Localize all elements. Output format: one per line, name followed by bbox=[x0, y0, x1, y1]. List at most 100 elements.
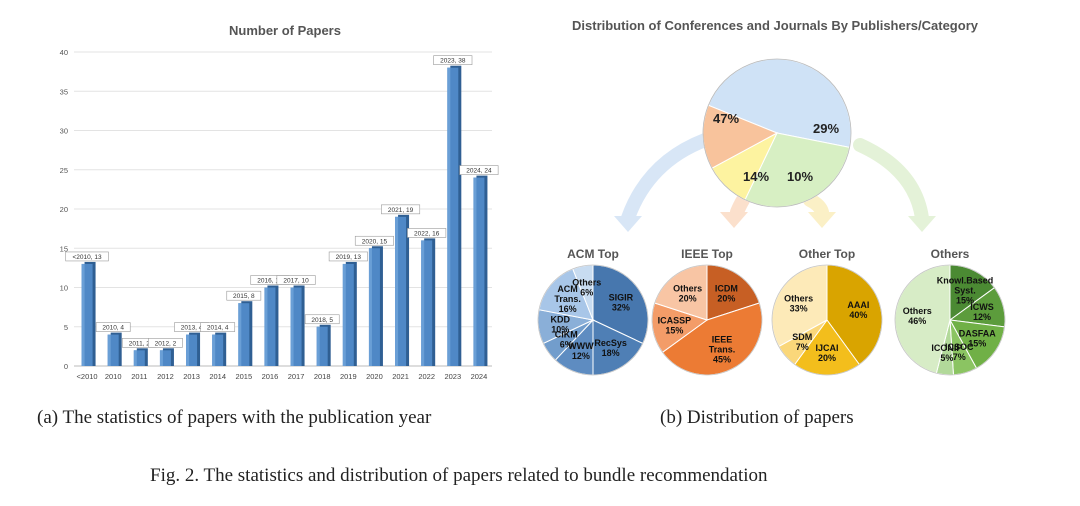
subchart-slice-label: 6% bbox=[560, 340, 573, 350]
subchart-outline bbox=[537, 264, 649, 376]
main-pie-label: 29% bbox=[813, 121, 839, 136]
subchart-slice-label: 5% bbox=[940, 353, 953, 363]
data-label: 2022, 16 bbox=[414, 230, 440, 237]
subchart-slice-label: 33% bbox=[790, 303, 808, 313]
bar-highlight bbox=[316, 326, 320, 366]
data-label: 2014, 4 bbox=[207, 325, 229, 332]
x-tick-label: 2020 bbox=[366, 372, 383, 381]
flow-arrow-head bbox=[614, 216, 642, 232]
bar bbox=[290, 287, 302, 366]
data-label: 2011, 2 bbox=[129, 340, 151, 347]
bar-highlight bbox=[238, 303, 242, 366]
subchart-title: IEEE Top bbox=[681, 247, 733, 261]
y-tick-label: 15 bbox=[60, 244, 68, 253]
data-label-box bbox=[381, 204, 421, 215]
bar-highlight bbox=[342, 263, 346, 366]
subchart-slice-label: 40% bbox=[849, 310, 867, 320]
subchart-slice-label: 15% bbox=[665, 325, 683, 335]
flow-arrow-head bbox=[808, 212, 836, 228]
x-tick-label: 2022 bbox=[418, 372, 435, 381]
subchart-slice-label: CIKM bbox=[555, 330, 578, 340]
subchart-slice-label: ACM bbox=[557, 284, 578, 294]
y-tick-label: 5 bbox=[64, 323, 68, 332]
chart-title: Distribution of Conferences and Journals… bbox=[572, 18, 979, 33]
subchart-slice-label: 7% bbox=[953, 352, 966, 362]
subchart-slice-label: 7% bbox=[796, 342, 809, 352]
data-label-box bbox=[65, 251, 109, 262]
bar bbox=[133, 350, 145, 366]
y-tick-label: 10 bbox=[60, 284, 68, 293]
data-label: 2023, 38 bbox=[440, 58, 466, 65]
data-label-box bbox=[276, 275, 316, 285]
data-label: 2024, 24 bbox=[466, 168, 492, 175]
subchart-slice-label: ICWS bbox=[970, 302, 994, 312]
subchart-slice-label: Others bbox=[572, 278, 601, 288]
x-tick-label: 2014 bbox=[209, 372, 226, 381]
data-label: 2021, 19 bbox=[388, 207, 414, 214]
subchart-slice-label: IJCAI bbox=[815, 343, 838, 353]
flow-arrow bbox=[853, 138, 929, 225]
chart-title: Number of Papers bbox=[229, 23, 341, 38]
x-tick-label: 2015 bbox=[235, 372, 252, 381]
main-pie-label: 47% bbox=[713, 111, 739, 126]
pie-chart: Distribution of Conferences and Journals… bbox=[537, 18, 1006, 376]
subchart-slice-label: Knowl.Based bbox=[937, 276, 994, 286]
y-tick-label: 0 bbox=[64, 362, 68, 371]
caption-a: (a) The statistics of papers with the pu… bbox=[37, 407, 432, 428]
subchart-slice-label: 20% bbox=[717, 293, 735, 303]
subchart-slice-label: 12% bbox=[572, 351, 590, 361]
y-tick-label: 35 bbox=[60, 87, 68, 96]
subchart-slice-label: SIGIR bbox=[609, 292, 634, 302]
bar bbox=[264, 287, 276, 366]
subchart-title: ACM Top bbox=[567, 247, 619, 261]
subchart-slice-label: ICDM bbox=[715, 283, 738, 293]
subchart-slice-label: Trans. bbox=[554, 294, 581, 304]
bar bbox=[447, 67, 459, 366]
subchart-title: Others bbox=[931, 247, 970, 261]
y-tick-label: 20 bbox=[60, 205, 68, 214]
y-tick-label: 30 bbox=[60, 127, 68, 136]
subchart-slice-label: 12% bbox=[973, 312, 991, 322]
main-pie-label: 14% bbox=[743, 169, 769, 184]
bar-highlight bbox=[473, 177, 477, 366]
bar bbox=[342, 263, 354, 366]
subchart-slice-label: 15% bbox=[956, 296, 974, 306]
subchart-slice-label: 45% bbox=[713, 355, 731, 365]
flow-arrow-head bbox=[908, 216, 936, 232]
bar-highlight bbox=[395, 216, 399, 366]
subchart-slice-label: 20% bbox=[818, 353, 836, 363]
subchart-outline bbox=[651, 264, 763, 376]
subchart-slice-label: ICONIP bbox=[931, 343, 962, 353]
flow-arrow bbox=[803, 193, 829, 219]
data-label-box bbox=[200, 322, 236, 332]
bar-highlight bbox=[212, 334, 216, 366]
subchart-slice-label: 16% bbox=[559, 304, 577, 314]
data-label-box bbox=[354, 235, 394, 246]
caption-b: (b) Distribution of papers bbox=[660, 407, 854, 428]
subchart-slice-label: Others bbox=[673, 283, 702, 293]
subchart-title: Other Top bbox=[799, 247, 855, 261]
x-tick-label: 2024 bbox=[471, 372, 488, 381]
subchart-slice-label: AAAI bbox=[847, 300, 869, 310]
data-label-box bbox=[226, 290, 262, 301]
subchart-slice-label: Trans. bbox=[709, 345, 736, 355]
data-label: 2019, 13 bbox=[336, 254, 362, 261]
data-label: 2012, 2 bbox=[155, 340, 177, 347]
subchart-slice-label: Others bbox=[784, 293, 813, 303]
subchart-slice-label: KDD bbox=[551, 314, 571, 324]
subchart-slice-label: IEEE bbox=[712, 335, 733, 345]
subchart-slice-label: ICSOC bbox=[945, 342, 974, 352]
data-label-box bbox=[407, 228, 447, 238]
subchart-slice-label: SDM bbox=[792, 332, 812, 342]
subchart-slice-label: Others bbox=[903, 306, 932, 316]
data-label: <2010, 13 bbox=[73, 254, 102, 261]
subchart-slice-label: RecSys bbox=[594, 338, 627, 348]
x-tick-label: 2023 bbox=[444, 372, 461, 381]
x-tick-label: 2019 bbox=[340, 372, 357, 381]
data-label: 2017, 10 bbox=[283, 278, 309, 285]
y-tick-label: 25 bbox=[60, 166, 68, 175]
data-label-box bbox=[459, 165, 499, 175]
data-label: 2010, 4 bbox=[102, 325, 124, 332]
main-pie-outline bbox=[702, 58, 852, 208]
bar-highlight bbox=[159, 350, 163, 366]
